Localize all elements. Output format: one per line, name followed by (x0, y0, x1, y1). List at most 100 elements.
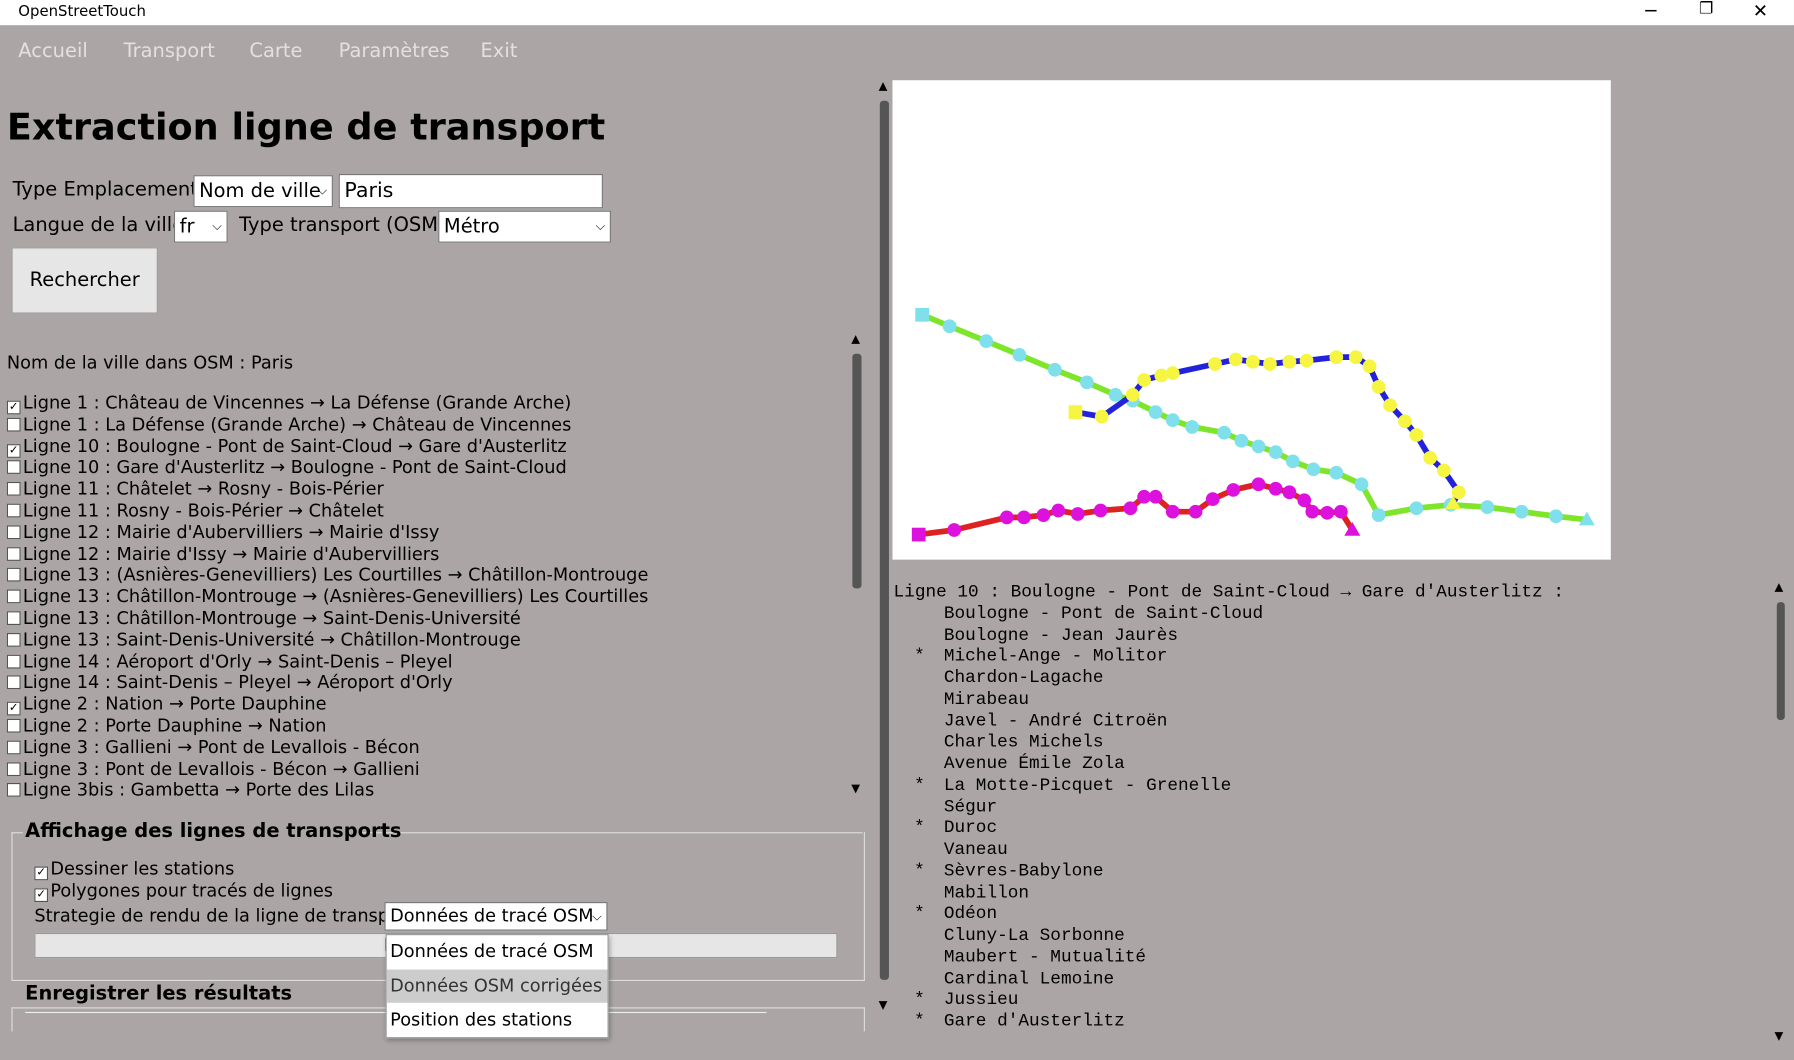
line-item[interactable]: Ligne 12 : Mairie d'Issy → Mairie d'Aube… (6, 543, 439, 565)
line-item[interactable]: Ligne 12 : Mairie d'Aubervilliers → Mair… (6, 522, 439, 544)
line-label: Ligne 13 : Châtillon-Montrouge → Saint-D… (22, 607, 521, 629)
checkbox[interactable] (6, 611, 21, 626)
station-name: Ségur (943, 796, 998, 817)
line-item[interactable]: Ligne 3 : Pont de Levallois - Bécon → Ga… (6, 758, 420, 780)
line-item[interactable]: Ligne 11 : Châtelet → Rosny - Bois-Périe… (6, 478, 384, 501)
terminus (1068, 405, 1083, 419)
checkbox[interactable] (6, 546, 21, 561)
save-title: Enregistrer les résultats (25, 982, 297, 1006)
menu-item[interactable]: Accueil (18, 40, 88, 63)
type-combo[interactable]: Nom de ville ⌵ (193, 175, 333, 208)
line-item[interactable]: Ligne 13 : Châtillon-Montrouge → (Asnièr… (6, 586, 648, 608)
station-dot (1234, 433, 1249, 448)
menu-item[interactable]: Paramètres (338, 40, 450, 63)
station-marker: * (914, 645, 925, 667)
line-item[interactable]: Ligne 13 : Châtillon-Montrouge → Saint-D… (6, 607, 521, 630)
checkbox[interactable] (6, 503, 21, 518)
checkbox[interactable] (6, 417, 21, 432)
menu-item[interactable]: Exit (480, 40, 518, 63)
checkbox[interactable] (6, 718, 21, 733)
close-button[interactable]: ✕ (1752, 0, 1769, 22)
station-dot (1245, 354, 1260, 369)
search-button[interactable]: Rechercher (11, 247, 158, 314)
transport-combo[interactable]: Métro ⌵ (438, 210, 611, 243)
line-item[interactable]: Ligne 13 : (Asnières-Genevilliers) Les C… (6, 565, 648, 587)
line-label: Ligne 11 : Châtelet → Rosny - Bois-Périe… (22, 478, 384, 500)
display-option[interactable]: ✓ Polygones pour tracés de lignes (34, 880, 333, 903)
line-item[interactable]: Ligne 14 : Saint-Denis – Pleyel → Aéropo… (6, 672, 453, 694)
display-option[interactable]: ✓ Dessiner les stations (34, 859, 234, 881)
line-label: Ligne 1 : La Défense (Grande Arche) → Ch… (22, 414, 572, 435)
checkbox[interactable] (6, 783, 21, 798)
line-item[interactable]: ✓ Ligne 2 : Nation → Porte Dauphine (6, 693, 327, 716)
line-item[interactable]: Ligne 14 : Aéroport d'Orly → Saint-Denis… (6, 650, 453, 673)
checkbox[interactable] (6, 654, 21, 669)
checkbox[interactable] (6, 460, 21, 475)
lang-label: Langue de la ville: (12, 214, 191, 237)
line-label: Ligne 3 : Gallieni → Pont de Levallois -… (22, 736, 420, 758)
station-dot (1017, 510, 1031, 525)
checkbox[interactable] (6, 525, 21, 539)
station-dot (1165, 504, 1180, 519)
line-item[interactable]: Ligne 1 : La Défense (Grande Arche) → Ch… (6, 414, 572, 436)
line-item[interactable]: Ligne 2 : Porte Dauphine → Nation (6, 715, 327, 737)
station-name: Boulogne - Pont de Saint-Cloud (943, 602, 1264, 624)
output-scrollbar[interactable]: ▲ ▼ (1772, 581, 1789, 1049)
line-item[interactable]: Ligne 11 : Rosny - Bois-Périer → Châtele… (6, 500, 384, 522)
menu-item[interactable]: Carte (249, 40, 303, 63)
type-label: Type Emplacement : (12, 178, 211, 202)
station-dot (1125, 388, 1140, 402)
checkbox[interactable]: ✓ (6, 443, 21, 458)
station-dot (1348, 350, 1363, 365)
line-label: Ligne 14 : Aéroport d'Orly → Saint-Denis… (22, 650, 453, 672)
line-label: Ligne 2 : Nation → Porte Dauphine (22, 693, 327, 715)
station-dot (1263, 357, 1277, 371)
line-item[interactable]: Ligne 10 : Gare d'Austerlitz → Boulogne … (6, 457, 567, 479)
station-dot (1228, 352, 1243, 367)
city-input[interactable]: Paris (338, 173, 603, 209)
station-name: Cardinal Lemoine (943, 967, 1115, 989)
checkbox[interactable]: ✓ (34, 866, 49, 881)
dropdown-option[interactable]: Données de tracé OSM (390, 940, 594, 962)
checkbox[interactable]: ✓ (34, 888, 49, 903)
right-scrollbar[interactable]: ▲ ▼ (876, 80, 893, 1017)
checkbox[interactable] (6, 740, 21, 755)
line-item[interactable]: ✓ Ligne 1 : Château de Vincennes → La Déf… (6, 393, 571, 415)
checkbox[interactable]: ✓ (6, 701, 21, 716)
station-name: Vaneau (943, 839, 1008, 860)
line-label: Ligne 13 : Saint-Denis-Université → Chât… (22, 629, 521, 650)
station-marker: * (914, 989, 925, 1010)
checkbox[interactable] (6, 589, 21, 604)
menu-item[interactable]: Transport (123, 40, 215, 63)
minimize-button[interactable]: ─ (1645, 0, 1657, 22)
station-name: Jussieu (943, 989, 1019, 1010)
map (892, 80, 1611, 560)
checkbox[interactable] (6, 675, 21, 690)
line-item[interactable]: Ligne 3 : Gallieni → Pont de Levallois -… (6, 736, 420, 759)
station-dot (1047, 362, 1062, 377)
station-name: Mirabeau (943, 688, 1030, 710)
strategy-combo[interactable]: Données de tracé OSM ⌵ (384, 902, 608, 931)
line-item[interactable]: Ligne 13 : Saint-Denis-Université → Chât… (6, 629, 521, 651)
station-dot (1012, 347, 1027, 362)
checkbox[interactable] (6, 761, 21, 776)
line-item[interactable]: ✓ Ligne 10 : Boulogne - Pont de Saint-Clo… (6, 436, 567, 458)
line-item[interactable]: Ligne 3bis : Gambetta → Porte des Lilas (6, 780, 374, 802)
terminus (1444, 495, 1462, 510)
checkbox[interactable] (6, 482, 21, 496)
station-name: Cluny-La Sorbonne (943, 924, 1125, 946)
restore-button[interactable]: ❐ (1698, 0, 1714, 19)
lang-value: fr (179, 215, 195, 239)
station-dot (1549, 509, 1563, 524)
station-dot (1154, 368, 1169, 383)
dropdown-option[interactable]: Position des stations (390, 1009, 573, 1031)
list-scrollbar[interactable]: ▲ ▼ (847, 333, 867, 800)
lang-combo[interactable]: fr ⌵ (173, 210, 228, 243)
station-dot (1094, 409, 1109, 424)
dropdown-option[interactable]: Données OSM corrigées (386, 969, 608, 1003)
checkbox[interactable] (6, 568, 21, 582)
line-label: Ligne 3 : Pont de Levallois - Bécon → Ga… (22, 758, 420, 780)
checkbox[interactable] (6, 632, 21, 647)
checkbox[interactable]: ✓ (6, 400, 21, 415)
